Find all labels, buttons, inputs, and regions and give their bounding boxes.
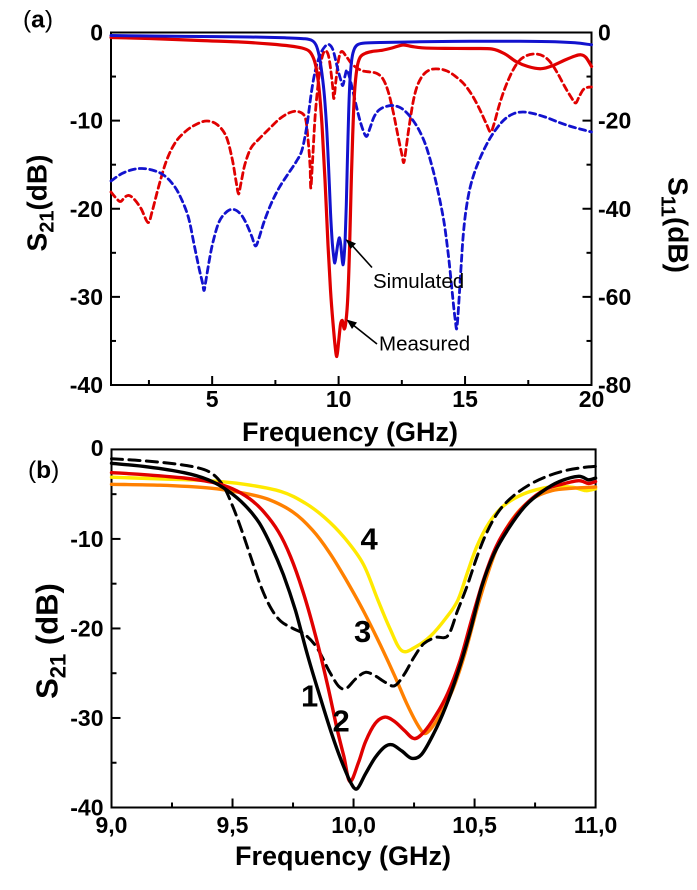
svg-text:1: 1 bbox=[301, 679, 318, 714]
svg-text:-30: -30 bbox=[70, 705, 103, 731]
svg-text:(b): (b) bbox=[28, 457, 59, 484]
svg-text:Frequency (GHz): Frequency (GHz) bbox=[235, 841, 451, 871]
svg-text:Simulated: Simulated bbox=[373, 270, 464, 293]
svg-text:9,5: 9,5 bbox=[217, 812, 249, 838]
svg-text:S21 (dB): S21 (dB) bbox=[30, 583, 71, 699]
svg-text:-10: -10 bbox=[70, 526, 103, 552]
svg-text:9,0: 9,0 bbox=[96, 812, 128, 838]
svg-text:-80: -80 bbox=[598, 372, 631, 398]
svg-text:0: 0 bbox=[90, 20, 103, 46]
svg-text:-60: -60 bbox=[598, 284, 631, 310]
svg-text:2: 2 bbox=[333, 704, 350, 739]
svg-text:Frequency (GHz): Frequency (GHz) bbox=[242, 417, 458, 447]
svg-text:10,0: 10,0 bbox=[331, 812, 376, 838]
svg-text:-20: -20 bbox=[70, 616, 103, 642]
svg-text:5: 5 bbox=[206, 386, 219, 412]
svg-text:-20: -20 bbox=[598, 108, 631, 134]
svg-text:(a): (a) bbox=[23, 7, 53, 34]
svg-text:S21(dB): S21(dB) bbox=[22, 155, 59, 252]
svg-text:-20: -20 bbox=[70, 196, 103, 222]
svg-text:-40: -40 bbox=[70, 372, 103, 398]
svg-text:0: 0 bbox=[91, 435, 104, 461]
svg-text:-30: -30 bbox=[70, 284, 103, 310]
svg-text:-40: -40 bbox=[70, 795, 103, 821]
svg-text:10,5: 10,5 bbox=[452, 812, 497, 838]
svg-text:Measured: Measured bbox=[379, 333, 470, 356]
svg-text:4: 4 bbox=[361, 522, 379, 557]
svg-text:S11(dB): S11(dB) bbox=[657, 177, 694, 273]
svg-text:-40: -40 bbox=[598, 196, 631, 222]
svg-text:10: 10 bbox=[326, 386, 352, 412]
svg-text:-10: -10 bbox=[70, 108, 103, 134]
svg-text:0: 0 bbox=[598, 20, 611, 46]
svg-text:11,0: 11,0 bbox=[574, 812, 618, 838]
svg-text:15: 15 bbox=[452, 386, 478, 412]
svg-text:3: 3 bbox=[354, 614, 371, 649]
svg-text:20: 20 bbox=[579, 386, 605, 412]
